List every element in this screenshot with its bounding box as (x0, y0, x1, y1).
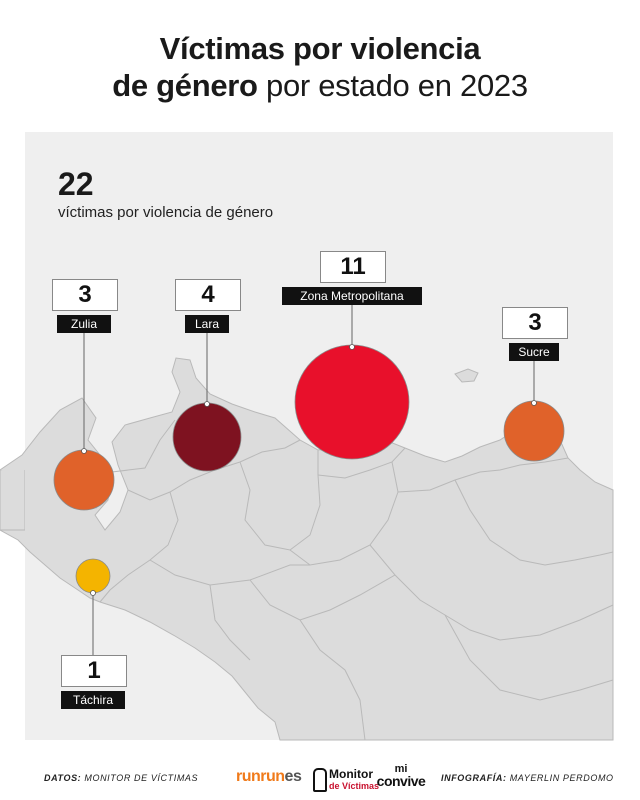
label-zulia: Zulia (57, 315, 111, 333)
infographic-credit: INFOGRAFÍA: MAYERLIN PERDOMO (441, 773, 614, 783)
value-box-tachira: 1 (61, 655, 127, 687)
monitor-logo-line1: Monitor (329, 767, 373, 781)
margarita-island (454, 368, 479, 383)
miconvive-logo: mi convive (376, 763, 426, 789)
anchor-dots (81, 344, 537, 596)
anchor-dot-zulia (81, 448, 87, 454)
source-credit-value: MONITOR DE VÍCTIMAS (81, 773, 199, 783)
runrunes-logo-main: runrun (236, 768, 285, 785)
anchor-dot-metro (349, 344, 355, 350)
bubble-metro (294, 344, 410, 460)
anchor-dot-lara (204, 401, 210, 407)
value-box-sucre: 3 (502, 307, 568, 339)
source-credit: DATOS: MONITOR DE VÍCTIMAS (44, 773, 198, 783)
label-metro: Zona Metropolitana (282, 287, 422, 305)
bubble-sucre (503, 400, 565, 462)
title-line-2-bold: de género (112, 68, 258, 103)
infographic-credit-value: MAYERLIN PERDOMO (506, 773, 614, 783)
runrunes-logo: runrunes (236, 768, 302, 786)
leader-lines (83, 305, 535, 656)
total-victims-number: 22 (58, 166, 94, 202)
monitor-logo-icon (313, 768, 327, 792)
bubble-tachira (75, 558, 111, 594)
anchor-dot-tachira (90, 590, 96, 596)
value-box-metro: 11 (320, 251, 386, 283)
state-borders (99, 419, 614, 741)
value-box-lara: 4 (175, 279, 241, 311)
label-tachira: Táchira (61, 691, 125, 709)
monitor-logo-line2: de Víctimas (329, 781, 380, 791)
value-box-zulia: 3 (52, 279, 118, 311)
page-title: Víctimas por violencia de género por est… (0, 30, 640, 104)
source-credit-label: DATOS: (44, 773, 82, 783)
anchor-dot-sucre (531, 400, 537, 406)
title-line-2-rest: por estado en 2023 (257, 68, 528, 103)
title-line-1: Víctimas por violencia (159, 31, 481, 66)
infographic-credit-label: INFOGRAFÍA: (441, 773, 507, 783)
label-lara: Lara (185, 315, 229, 333)
runrunes-logo-suffix: es (284, 768, 302, 785)
total-victims-label: víctimas por violencia de género (58, 204, 274, 221)
map-bleed-left (0, 470, 25, 531)
bubble-lara (172, 402, 242, 472)
label-sucre: Sucre (509, 343, 559, 361)
miconvive-logo-line1: mi (394, 763, 408, 775)
bubble-zulia (53, 449, 115, 511)
miconvive-logo-line2: convive (376, 773, 426, 789)
